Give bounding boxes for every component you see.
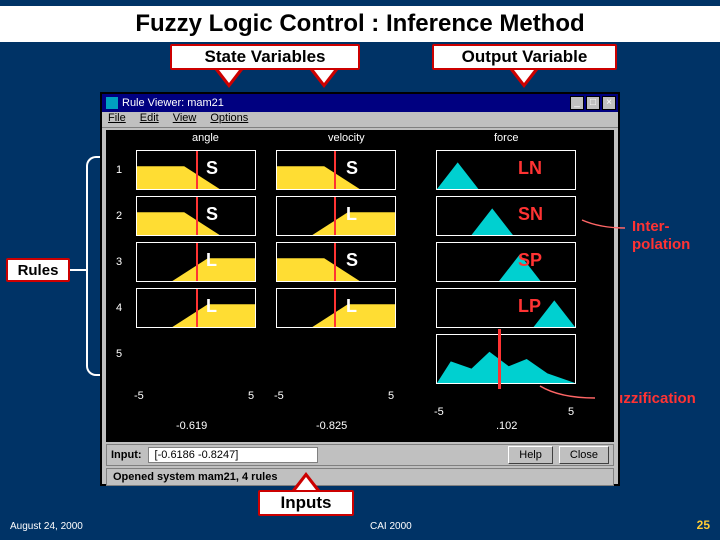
brace-icon	[86, 156, 100, 376]
axis-tick: 5	[388, 390, 394, 402]
arrow-icon	[510, 70, 538, 88]
interpolation-label: Inter-	[632, 218, 670, 235]
label-v4: L	[346, 296, 357, 317]
help-button[interactable]: Help	[508, 446, 553, 464]
mf-cell	[136, 196, 256, 236]
axis-tick: -5	[134, 390, 144, 402]
state-variables-callout: State Variables	[170, 44, 360, 70]
footer-page: 25	[697, 518, 710, 532]
footer-mid: CAI 2000	[370, 521, 412, 532]
status-bar: Opened system mam21, 4 rules	[106, 468, 614, 486]
input-field[interactable]: [-0.6186 -0.8247]	[148, 447, 318, 463]
readout-force: .102	[496, 420, 517, 432]
footer-date: August 24, 2000	[10, 521, 83, 532]
row-3: 3	[116, 256, 122, 268]
rule-viewer-window: Rule Viewer: mam21 _ □ × File Edit View …	[100, 92, 620, 486]
label-f1: LN	[518, 158, 542, 179]
axis-tick: -5	[434, 406, 444, 418]
row-2: 2	[116, 210, 122, 222]
axis-tick: 5	[568, 406, 574, 418]
mf-cell	[436, 288, 576, 328]
row-1: 1	[116, 164, 122, 176]
mf-cell	[276, 150, 396, 190]
mf-cell	[436, 334, 576, 384]
mf-cell	[136, 150, 256, 190]
maximize-icon[interactable]: □	[586, 96, 600, 110]
input-label: Input:	[111, 449, 142, 461]
label-f2: SN	[518, 204, 543, 225]
col-force: force	[494, 132, 518, 144]
minimize-icon[interactable]: _	[570, 96, 584, 110]
mf-cell	[276, 196, 396, 236]
interpolation-label2: polation	[632, 236, 690, 253]
axis-tick: 5	[248, 390, 254, 402]
row-4: 4	[116, 302, 122, 314]
arrow-icon	[310, 70, 338, 88]
mf-cell	[136, 288, 256, 328]
col-velocity: velocity	[328, 132, 365, 144]
menu-view[interactable]: View	[173, 112, 197, 127]
label-f3: SP	[518, 250, 542, 271]
mf-cell	[276, 288, 396, 328]
axis-tick: -5	[274, 390, 284, 402]
status-text: Opened system mam21, 4 rules	[113, 471, 277, 483]
label-a1: S	[206, 158, 218, 179]
mf-cell	[436, 196, 576, 236]
window-title: Rule Viewer: mam21	[122, 97, 224, 109]
label-a2: S	[206, 204, 218, 225]
window-titlebar: Rule Viewer: mam21 _ □ ×	[102, 94, 618, 112]
arrow-icon	[215, 70, 243, 88]
col-angle: angle	[192, 132, 219, 144]
rules-callout: Rules	[6, 258, 70, 282]
label-v3: S	[346, 250, 358, 271]
close-icon[interactable]: ×	[602, 96, 616, 110]
label-f4: LP	[518, 296, 541, 317]
close-button[interactable]: Close	[559, 446, 609, 464]
label-v2: L	[346, 204, 357, 225]
label-a4: L	[206, 296, 217, 317]
arrow-icon	[292, 472, 320, 490]
input-bar: Input: [-0.6186 -0.8247] Help Close	[106, 444, 614, 466]
inputs-callout: Inputs	[258, 490, 354, 516]
readout-velocity: -0.825	[316, 420, 347, 432]
label-v1: S	[346, 158, 358, 179]
menu-file[interactable]: File	[108, 112, 126, 127]
app-icon	[106, 97, 118, 109]
mf-cell	[136, 242, 256, 282]
page-title: Fuzzy Logic Control : Inference Method	[0, 6, 720, 42]
label-a3: L	[206, 250, 217, 271]
mf-cell	[436, 242, 576, 282]
row-5: 5	[116, 348, 122, 360]
output-variable-callout: Output Variable	[432, 44, 617, 70]
mf-cell	[436, 150, 576, 190]
menu-edit[interactable]: Edit	[140, 112, 159, 127]
mf-cell	[276, 242, 396, 282]
readout-angle: -0.619	[176, 420, 207, 432]
menu-options[interactable]: Options	[210, 112, 248, 127]
menu-bar[interactable]: File Edit View Options	[102, 112, 618, 128]
